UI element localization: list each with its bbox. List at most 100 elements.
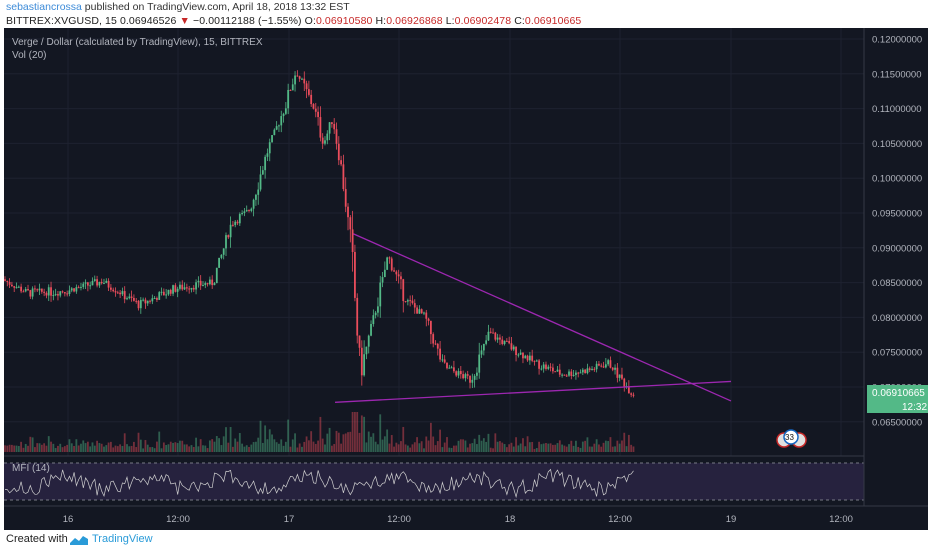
candle-body — [149, 300, 151, 302]
volume-bar — [423, 448, 425, 452]
candle-body — [489, 331, 492, 333]
price-tick-label: 0.12000000 — [872, 35, 922, 46]
candle-body — [271, 135, 273, 143]
candle-body — [199, 280, 202, 286]
volume-bar — [588, 446, 591, 452]
candle-body — [561, 374, 564, 376]
candle-body — [245, 209, 248, 212]
candle-body — [453, 367, 455, 372]
candle-body — [386, 257, 389, 270]
candle-body — [434, 343, 437, 345]
volume-bar — [234, 438, 237, 452]
price-tick-label: 0.09000000 — [872, 243, 922, 254]
volume-bar — [420, 441, 423, 452]
candle-body — [563, 374, 566, 376]
candle-body — [43, 291, 46, 293]
volume-bar — [379, 414, 382, 452]
candle-body — [190, 287, 193, 290]
candle-body — [432, 334, 435, 344]
candle-body — [266, 153, 269, 157]
chart-area[interactable]: 80.000040.0000 0.12000000 0.11500000 0.110… — [4, 28, 928, 530]
volume-bar — [43, 443, 46, 452]
volume-bar — [429, 422, 432, 452]
volume-bar — [611, 446, 614, 452]
candle-body — [335, 129, 338, 144]
candle-body — [77, 287, 80, 289]
volume-bar — [142, 448, 145, 452]
candle-body — [370, 323, 372, 336]
volume-bar — [370, 436, 372, 452]
volume-bars — [4, 412, 635, 452]
candle-body — [185, 287, 188, 289]
candle-body — [144, 299, 147, 304]
candle-body — [478, 354, 481, 373]
volume-bar — [75, 439, 78, 452]
volume-bar — [572, 445, 575, 452]
candle-body — [211, 279, 214, 286]
volume-bar — [211, 439, 214, 452]
time-tick-label: 12:00 — [829, 514, 853, 525]
flags-icon[interactable]: 33 — [776, 429, 807, 448]
volume-bar — [185, 444, 188, 452]
candle-body — [109, 287, 112, 290]
volume-bar — [149, 447, 151, 452]
volume-bar — [80, 443, 82, 452]
volume-bar — [340, 443, 343, 452]
volume-bar — [453, 445, 455, 452]
tradingview-logo-icon — [70, 536, 88, 545]
candle-body — [229, 224, 232, 238]
volume-bar — [123, 433, 126, 452]
candle-body — [400, 276, 402, 280]
volume-bar — [632, 446, 635, 452]
volume-bar — [70, 443, 73, 452]
volume-bar — [89, 446, 92, 452]
candle-body — [162, 291, 165, 296]
axes: 0.12000000 0.11500000 0.11000000 0.10500000… — [4, 28, 928, 530]
volume-bar — [630, 444, 633, 452]
volume-bar — [473, 438, 476, 452]
volume-bar — [321, 438, 324, 452]
open-value: 0.06910580 — [315, 15, 373, 27]
candle-body — [611, 367, 614, 370]
volume-bar — [374, 441, 377, 452]
candle-body — [47, 287, 50, 296]
volume-bar — [393, 446, 395, 452]
candle-body — [160, 291, 163, 293]
candle-body — [278, 125, 280, 127]
candle-body — [135, 300, 138, 302]
candle-body — [232, 224, 234, 226]
volume-bar — [333, 444, 336, 452]
volume-bar — [218, 438, 220, 452]
candle-body — [264, 156, 267, 171]
candle-body — [591, 368, 593, 370]
footer: Created with TradingView — [0, 530, 932, 550]
volume-bar — [303, 441, 306, 452]
candle-body — [259, 174, 262, 190]
volume-bar — [386, 429, 389, 452]
volume-bar — [372, 433, 375, 452]
candle-body — [471, 379, 474, 383]
candle-body — [411, 300, 414, 304]
volume-bar — [137, 432, 140, 452]
chart-canvas[interactable]: 80.000040.0000 0.12000000 0.11500000 0.110… — [4, 28, 928, 530]
volume-bar — [558, 440, 561, 452]
candle-body — [188, 288, 191, 290]
candle-body — [551, 367, 554, 372]
volume-bar — [501, 442, 504, 452]
volume-bar — [305, 436, 308, 452]
volume-bar — [623, 432, 626, 452]
volume-bar — [526, 436, 529, 452]
volume-bar — [243, 446, 246, 452]
candle-body — [307, 89, 310, 95]
volume-bar — [206, 448, 209, 452]
volume-bar — [609, 437, 612, 452]
tradingview-link[interactable]: TradingView — [92, 533, 153, 545]
volume-bar — [192, 446, 195, 452]
candle-body — [540, 368, 543, 370]
volume-bar — [116, 446, 119, 452]
candle-body — [575, 372, 577, 375]
candle-body — [609, 360, 612, 368]
volume-bar — [595, 439, 598, 452]
author-link[interactable]: sebastiancrossa — [6, 1, 82, 13]
volume-bar — [45, 445, 48, 452]
